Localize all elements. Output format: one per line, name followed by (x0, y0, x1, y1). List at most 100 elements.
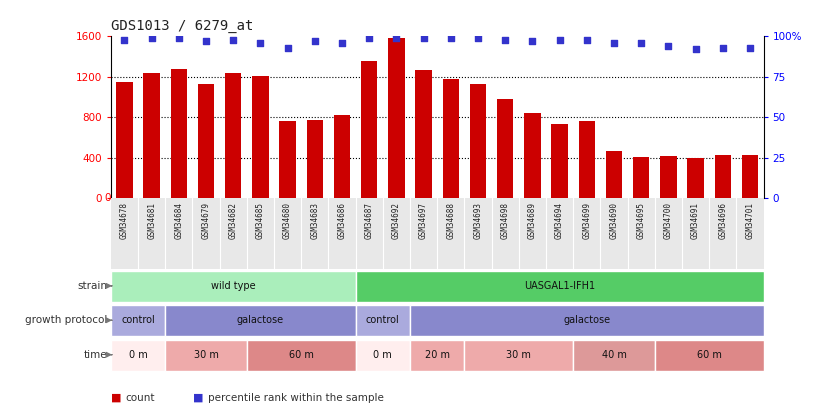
Text: 60 m: 60 m (697, 350, 722, 360)
Point (525, 38, 539, 45)
Bar (660, 156, 677, 198)
Text: galactose: galactose (563, 315, 610, 325)
Text: GSM34688: GSM34688 (447, 202, 456, 239)
Text: time: time (84, 350, 108, 360)
Bar (111, 271, 355, 302)
Point (336, 40, 349, 46)
Point (254, 40, 267, 46)
Bar (465, 340, 573, 371)
Point (200, 38, 213, 45)
Bar (655, 340, 764, 371)
Bar (410, 305, 764, 337)
Text: GSM34681: GSM34681 (147, 202, 156, 239)
Bar (198, 84, 214, 198)
Bar (573, 340, 655, 371)
Bar (443, 79, 459, 198)
Text: GSM34700: GSM34700 (664, 202, 673, 239)
Text: GSM34680: GSM34680 (283, 202, 292, 239)
Bar (742, 155, 758, 198)
Point (689, 46, 702, 53)
Point (227, 36, 240, 43)
Bar (470, 84, 486, 198)
Text: ■: ■ (111, 393, 122, 403)
Bar (355, 271, 764, 302)
Bar (307, 121, 323, 198)
Bar (633, 157, 649, 198)
Point (498, 36, 511, 43)
Bar (497, 99, 513, 198)
Bar (714, 155, 731, 198)
Bar (355, 305, 410, 337)
Bar (410, 340, 465, 371)
Bar (525, 113, 540, 198)
Text: count: count (126, 393, 155, 403)
Text: control: control (122, 315, 155, 325)
Text: percentile rank within the sample: percentile rank within the sample (208, 393, 383, 403)
Text: GSM34695: GSM34695 (636, 202, 645, 239)
Point (553, 36, 566, 43)
Text: GSM34685: GSM34685 (256, 202, 265, 239)
Bar (334, 115, 351, 198)
Text: GSM34683: GSM34683 (310, 202, 319, 239)
Text: 30 m: 30 m (194, 350, 218, 360)
Point (471, 35, 484, 41)
Point (635, 40, 648, 46)
Bar (171, 69, 187, 198)
Point (118, 36, 131, 43)
Text: 30 m: 30 m (507, 350, 531, 360)
Point (308, 38, 321, 45)
Text: GSM34696: GSM34696 (718, 202, 727, 239)
Text: growth protocol: growth protocol (25, 315, 108, 325)
Point (145, 35, 158, 41)
Text: wild type: wild type (211, 281, 255, 291)
Text: 20 m: 20 m (424, 350, 450, 360)
Text: control: control (366, 315, 400, 325)
Bar (579, 122, 595, 198)
Text: 0: 0 (104, 194, 111, 203)
Bar (361, 61, 378, 198)
Text: 40 m: 40 m (602, 350, 626, 360)
Bar (279, 122, 296, 198)
Text: GSM34701: GSM34701 (745, 202, 754, 239)
Text: 0 m: 0 m (129, 350, 148, 360)
Text: ■: ■ (193, 393, 204, 403)
Point (580, 36, 594, 43)
Point (608, 40, 621, 46)
Bar (552, 124, 568, 198)
Bar (165, 305, 355, 337)
Text: GSM34682: GSM34682 (229, 202, 238, 239)
Bar (415, 70, 432, 198)
Point (390, 35, 403, 41)
Bar (687, 158, 704, 198)
Bar (388, 38, 405, 198)
Point (662, 43, 675, 49)
Text: GSM34687: GSM34687 (365, 202, 374, 239)
Text: GSM34686: GSM34686 (337, 202, 346, 239)
Point (172, 35, 186, 41)
Bar (252, 76, 268, 198)
Text: strain: strain (77, 281, 108, 291)
Text: GSM34693: GSM34693 (474, 202, 483, 239)
Text: UASGAL1-IFH1: UASGAL1-IFH1 (524, 281, 595, 291)
Bar (117, 82, 133, 198)
Bar (247, 340, 355, 371)
Bar (225, 73, 241, 198)
Text: GSM34697: GSM34697 (419, 202, 428, 239)
Text: GSM34691: GSM34691 (691, 202, 700, 239)
Text: GSM34690: GSM34690 (609, 202, 618, 239)
Text: GSM34689: GSM34689 (528, 202, 537, 239)
Text: GSM34699: GSM34699 (582, 202, 591, 239)
Point (444, 35, 457, 41)
Point (363, 35, 376, 41)
Point (281, 45, 294, 51)
Bar (144, 73, 160, 198)
Text: GSM34698: GSM34698 (501, 202, 510, 239)
Text: GSM34678: GSM34678 (120, 202, 129, 239)
Bar (165, 340, 247, 371)
Text: GSM34679: GSM34679 (201, 202, 210, 239)
Text: 60 m: 60 m (289, 350, 314, 360)
Point (417, 35, 430, 41)
Text: GSM34684: GSM34684 (174, 202, 183, 239)
Text: GSM34692: GSM34692 (392, 202, 401, 239)
Point (743, 45, 756, 51)
